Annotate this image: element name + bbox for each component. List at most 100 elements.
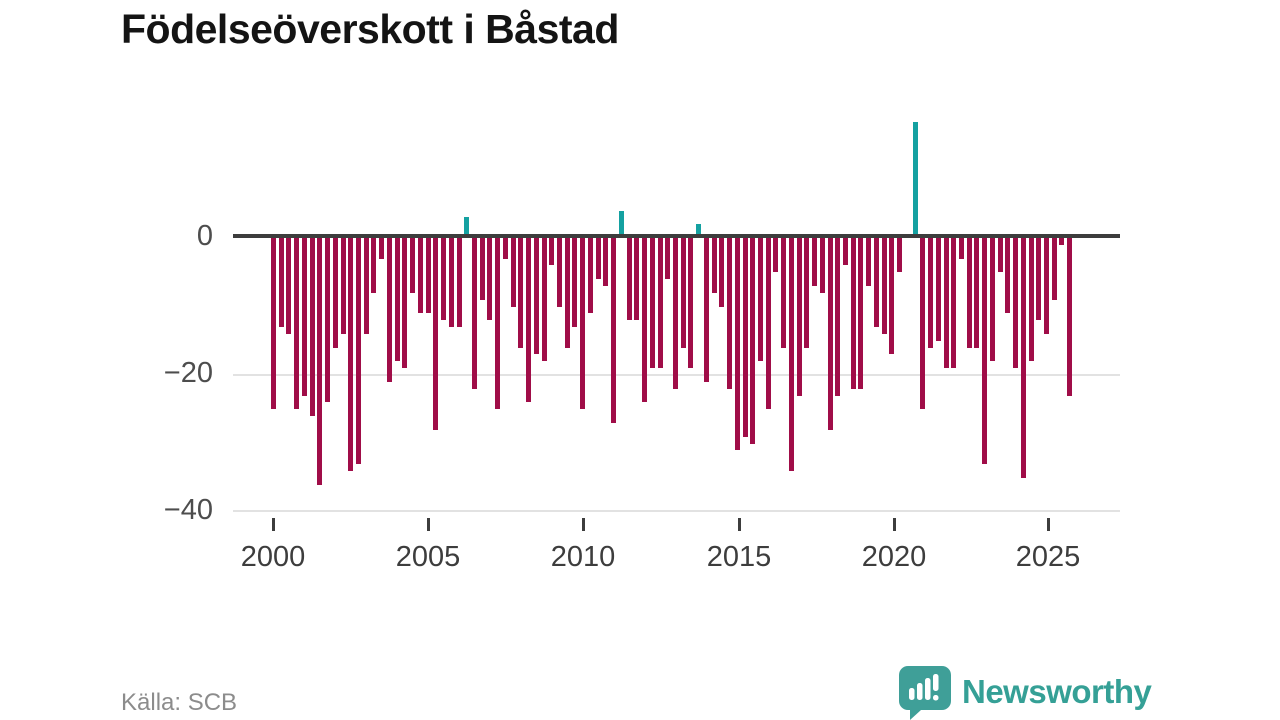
bar-negative bbox=[286, 238, 292, 334]
bar-positive bbox=[696, 224, 702, 238]
bar-negative bbox=[966, 238, 972, 348]
bar-negative bbox=[533, 238, 539, 355]
bar-negative bbox=[417, 238, 423, 314]
bar-negative bbox=[301, 238, 307, 396]
bar-negative bbox=[386, 238, 392, 382]
bar-negative bbox=[309, 238, 315, 417]
bar-negative bbox=[394, 238, 400, 362]
bar-negative bbox=[843, 238, 849, 266]
bar-negative bbox=[1005, 238, 1011, 314]
source-note: Källa: SCB bbox=[121, 689, 238, 716]
bar-negative bbox=[734, 238, 740, 451]
bar-negative bbox=[1044, 238, 1049, 334]
bar-negative bbox=[812, 238, 818, 286]
bar-negative bbox=[819, 238, 825, 293]
bar-chart-speech-bubble-icon bbox=[899, 666, 951, 720]
bar-negative bbox=[479, 238, 485, 300]
bar-negative bbox=[928, 238, 934, 348]
chart-title: Födelseöverskott i Båstad bbox=[121, 6, 619, 52]
y-tick-label-0: 0 bbox=[196, 220, 213, 252]
bar-negative bbox=[649, 238, 655, 369]
bar-negative bbox=[703, 238, 709, 382]
bar-negative bbox=[680, 238, 686, 348]
x-tick-mark bbox=[1047, 518, 1050, 531]
bar-negative bbox=[781, 238, 787, 348]
bar-negative bbox=[858, 238, 864, 389]
bar-negative bbox=[626, 238, 632, 321]
bar-negative bbox=[541, 238, 547, 362]
bar-negative bbox=[332, 238, 338, 348]
bar-negative bbox=[634, 238, 640, 321]
bar-positive bbox=[912, 121, 918, 238]
bar-negative bbox=[796, 238, 802, 396]
bar-negative bbox=[502, 238, 508, 259]
bar-negative bbox=[495, 238, 501, 410]
bar-negative bbox=[997, 238, 1003, 273]
bar-negative bbox=[487, 238, 493, 321]
x-tick-label: 2010 bbox=[550, 541, 616, 573]
bar-negative bbox=[951, 238, 957, 369]
bar-negative bbox=[804, 238, 810, 348]
bar-negative bbox=[433, 238, 439, 430]
bar-negative bbox=[580, 238, 586, 410]
bar-negative bbox=[897, 238, 903, 273]
bar-negative bbox=[456, 238, 462, 328]
x-tick-mark bbox=[738, 518, 741, 531]
x-tick-mark bbox=[893, 518, 896, 531]
x-tick-label: 2005 bbox=[395, 541, 461, 573]
bar-positive bbox=[464, 217, 470, 238]
bar-negative bbox=[989, 238, 995, 362]
bar-negative bbox=[1020, 238, 1026, 478]
x-tick-label: 2015 bbox=[706, 541, 772, 573]
x-tick-label: 2020 bbox=[861, 541, 927, 573]
bar-negative bbox=[379, 238, 385, 259]
bar-negative bbox=[340, 238, 346, 334]
bar-negative bbox=[611, 238, 617, 423]
bar-negative bbox=[788, 238, 794, 471]
bar-negative bbox=[765, 238, 771, 410]
bar-negative bbox=[974, 238, 980, 348]
bar-negative bbox=[572, 238, 578, 328]
x-tick-label: 2000 bbox=[240, 541, 306, 573]
bar-negative bbox=[278, 238, 284, 328]
bar-negative bbox=[595, 238, 601, 280]
bar-negative bbox=[688, 238, 694, 369]
bar-negative bbox=[773, 238, 779, 273]
brand-wordmark: Newsworthy bbox=[962, 673, 1152, 710]
bar-negative bbox=[920, 238, 926, 410]
bar-negative bbox=[325, 238, 331, 403]
bar-negative bbox=[564, 238, 570, 348]
bar-negative bbox=[657, 238, 663, 369]
bar-negative bbox=[835, 238, 841, 396]
bar-negative bbox=[587, 238, 593, 314]
bar-negative bbox=[603, 238, 609, 286]
bar-negative bbox=[402, 238, 408, 369]
x-tick-mark bbox=[272, 518, 275, 531]
bar-negative bbox=[518, 238, 524, 348]
bar-negative bbox=[711, 238, 717, 293]
bar-negative bbox=[665, 238, 671, 280]
bar-negative bbox=[750, 238, 756, 444]
x-tick-label: 2025 bbox=[1015, 541, 1081, 573]
bar-negative bbox=[727, 238, 733, 389]
bar-negative bbox=[1067, 238, 1073, 396]
bar-negative bbox=[363, 238, 369, 334]
bar-negative bbox=[410, 238, 416, 293]
bar-negative bbox=[549, 238, 555, 266]
y-tick-label-m40: −40 bbox=[163, 494, 213, 526]
bar-negative bbox=[881, 238, 887, 334]
bar-negative bbox=[719, 238, 725, 307]
bar-negative bbox=[935, 238, 941, 341]
bar-negative bbox=[943, 238, 949, 369]
bar-negative bbox=[1013, 238, 1019, 369]
bar-negative bbox=[526, 238, 532, 403]
x-tick-mark bbox=[582, 518, 585, 531]
gridline-minus-40 bbox=[233, 510, 1120, 512]
bar-negative bbox=[317, 238, 323, 485]
bar-negative bbox=[982, 238, 988, 465]
y-tick-label-m20: −20 bbox=[163, 357, 213, 389]
bar-negative bbox=[757, 238, 763, 362]
bar-negative bbox=[850, 238, 856, 389]
